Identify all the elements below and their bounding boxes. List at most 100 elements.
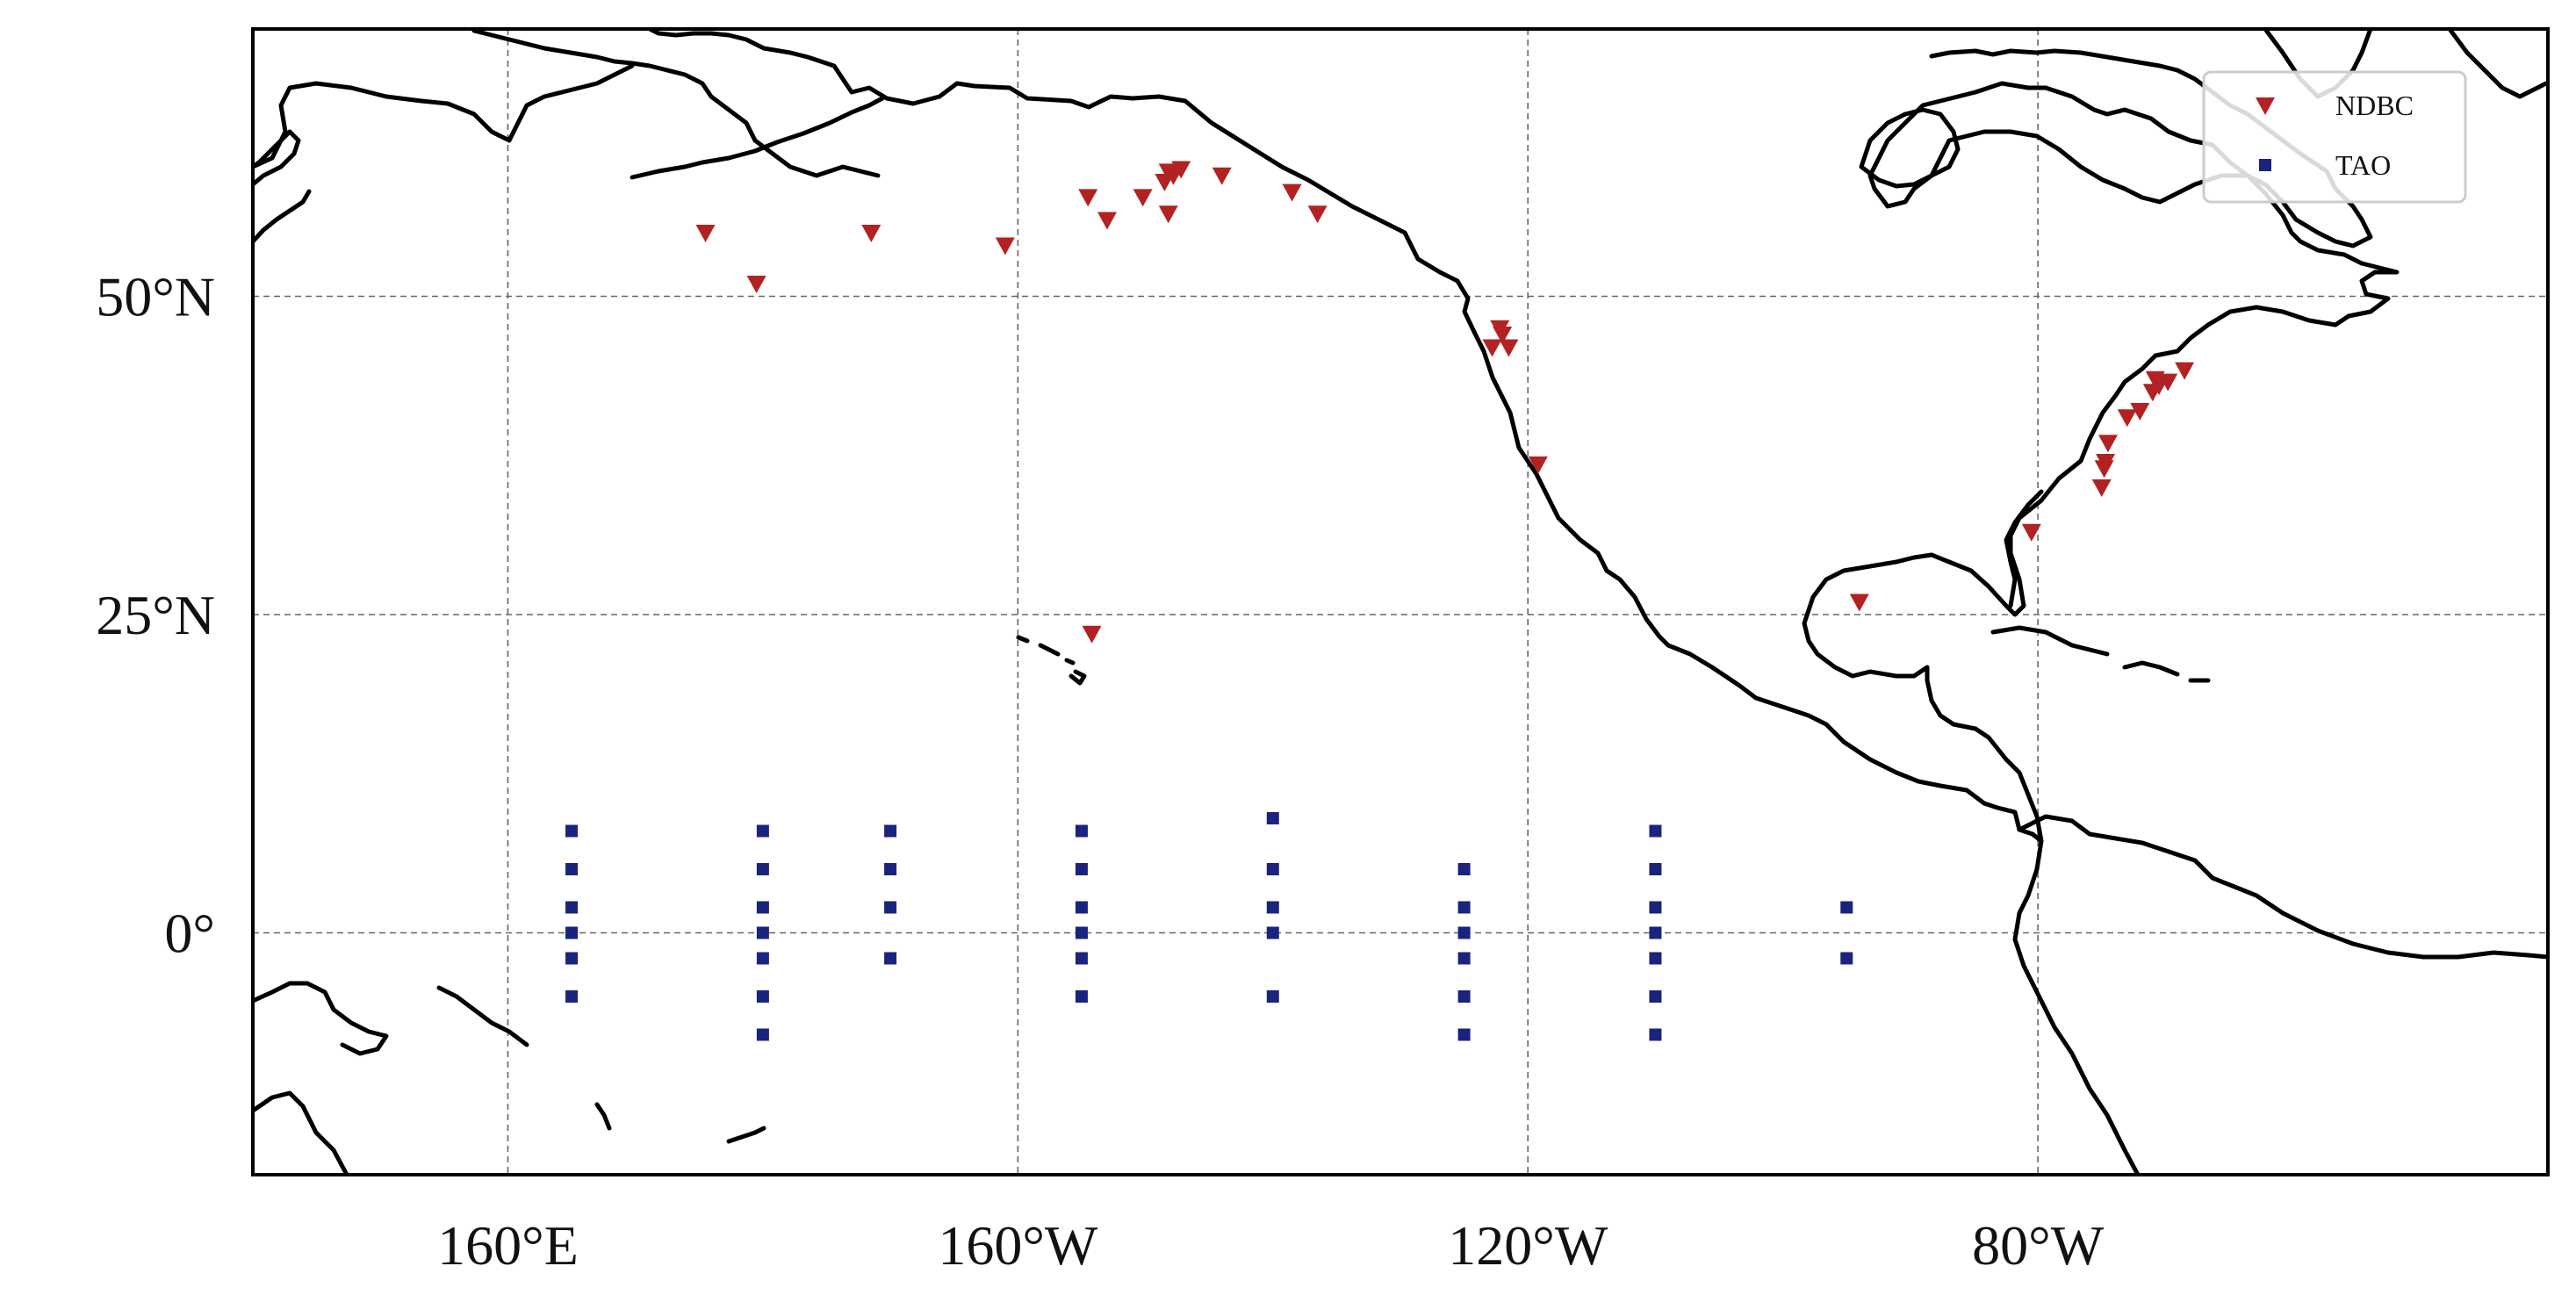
coastline-hispaniola: [2122, 660, 2180, 677]
ndbc-station-marker: [2175, 362, 2195, 380]
coastline-asia: [253, 129, 301, 187]
ndbc-station-marker: [1158, 205, 1178, 224]
ndbc-station-marker: [2158, 373, 2178, 392]
tao-station-marker: [1840, 901, 1853, 914]
coastline-hawaii: [1016, 635, 1087, 686]
station-markers: [565, 161, 2195, 1041]
x-tick-label: 160°E: [437, 1214, 579, 1277]
tao-station-marker: [1649, 990, 1662, 1003]
tao-station-marker: [1266, 901, 1279, 914]
y-tick-label: 50°N: [96, 266, 215, 328]
tao-station-marker: [1075, 824, 1088, 838]
tao-station-marker: [1457, 952, 1471, 965]
ndbc-station-marker: [2096, 454, 2116, 471]
tao-station-marker: [1075, 952, 1088, 965]
tao-station-marker: [1649, 926, 1662, 939]
tao-station-marker: [1075, 863, 1088, 875]
tao-station-marker: [756, 926, 769, 939]
tao-station-marker: [565, 926, 579, 939]
tao-station-marker: [1266, 926, 1279, 939]
ndbc-station-marker: [1097, 212, 1117, 230]
x-tick-label: 80°W: [1972, 1214, 2105, 1277]
tao-station-marker: [1457, 901, 1471, 914]
tao-station-marker: [756, 990, 769, 1003]
axis-ticks: 160°E 160°W 120°W 80°W 50°N 25°N 0°: [96, 266, 2105, 1277]
legend-label-ndbc: NDBC: [2335, 90, 2414, 121]
coastline-fiji: [726, 1126, 766, 1144]
coastline-vanuatu: [594, 1102, 612, 1131]
coastline-greenland-east: [2447, 29, 2548, 99]
ndbc-station-marker: [2021, 523, 2041, 542]
legend: NDBC TAO: [2202, 70, 2467, 204]
ndbc-station-marker: [695, 225, 716, 242]
ndbc-station-marker: [995, 237, 1015, 255]
tao-station-marker: [565, 824, 579, 838]
ndbc-station-marker: [1493, 327, 1513, 344]
tao-station-marker: [756, 863, 769, 875]
ndbc-station-marker: [1282, 183, 1302, 202]
y-tick-label: 0°: [164, 903, 215, 965]
coastline-png: [253, 981, 389, 1056]
tao-station-marker: [1457, 1028, 1471, 1041]
ndbc-station-marker: [2091, 479, 2112, 497]
tao-station-marker: [1649, 952, 1662, 965]
legend-box: [2202, 70, 2467, 204]
ndbc-station-marker: [2130, 403, 2150, 421]
ndbc-station-marker: [1155, 174, 1175, 191]
tao-station-marker: [756, 824, 769, 838]
ndbc-station-marker: [746, 276, 766, 293]
tao-station-marker: [884, 863, 897, 875]
coastline-solomon: [436, 985, 529, 1047]
tao-station-marker: [1266, 812, 1279, 824]
tao-station-marker: [1075, 901, 1088, 914]
gridlines: [253, 29, 2548, 1175]
tao-station-marker: [756, 952, 769, 965]
coastline-south-america-west: [2012, 838, 2141, 1175]
ndbc-station-marker: [1212, 167, 1232, 185]
tao-station-marker: [565, 990, 579, 1003]
x-tick-label: 120°W: [1448, 1214, 1608, 1277]
coastline-cuba: [1990, 625, 2110, 657]
coastline-australia: [253, 1090, 349, 1175]
ndbc-station-marker: [861, 225, 881, 242]
tao-station-marker: [565, 863, 579, 875]
tao-station-marker: [1075, 926, 1088, 939]
ndbc-station-marker: [1499, 339, 1519, 357]
ndbc-station-marker: [1078, 189, 1098, 207]
legend-label-tao: TAO: [2335, 149, 2391, 181]
plot-frame: [251, 27, 2550, 1176]
tao-station-marker: [1457, 990, 1471, 1003]
tao-station-marker: [1457, 926, 1471, 939]
x-tick-label: 160°W: [938, 1214, 1098, 1277]
tao-station-marker: [884, 952, 897, 965]
tao-station-marker: [884, 901, 897, 914]
ndbc-station-marker: [1482, 339, 1502, 357]
tao-station-marker: [1266, 863, 1279, 875]
coastline-south-america: [2017, 814, 2548, 960]
ndbc-station-marker: [1849, 594, 1869, 612]
legend-marker-ndbc: [2256, 97, 2275, 115]
coastline-north-america: [884, 48, 2400, 844]
coastline-alaska: [647, 29, 889, 101]
coastline-asia-kuril: [253, 189, 312, 244]
tao-station-marker: [565, 901, 579, 914]
tao-station-marker: [756, 1028, 769, 1041]
ndbc-station-marker: [1133, 189, 1153, 207]
ndbc-station-marker: [1171, 161, 1191, 179]
ndbc-station-marker: [1082, 625, 1102, 644]
coastlines: [253, 29, 2548, 1175]
tao-station-marker: [1457, 863, 1471, 875]
coastline-alaska-sw: [471, 29, 881, 178]
tao-station-marker: [1649, 863, 1662, 875]
coastline-florida: [2004, 489, 2044, 608]
tao-station-marker: [1649, 824, 1662, 838]
tao-station-marker: [1840, 952, 1853, 965]
tao-station-marker: [756, 901, 769, 914]
ndbc-station-marker: [2097, 435, 2118, 453]
tao-station-marker: [1266, 990, 1279, 1003]
coastline-asia-north: [253, 63, 635, 169]
tao-station-marker: [1649, 1028, 1662, 1041]
tao-station-marker: [884, 824, 897, 838]
tao-station-marker: [1075, 990, 1088, 1003]
